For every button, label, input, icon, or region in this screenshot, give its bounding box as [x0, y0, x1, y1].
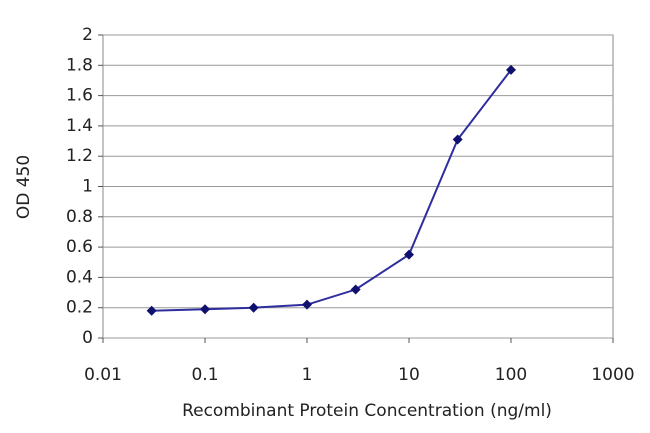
y-tick-label: 2	[82, 25, 93, 45]
y-tick-label: 0.4	[66, 267, 93, 287]
x-tick-label: 0.1	[191, 365, 218, 385]
x-tick-label: 10	[398, 365, 420, 385]
x-tick-label: 1	[302, 365, 313, 385]
x-tick-label: 0.01	[84, 365, 122, 385]
data-point	[452, 134, 463, 145]
x-tick-label: 100	[495, 365, 527, 385]
y-tick-label: 0	[82, 328, 93, 348]
y-tick-label: 0.2	[66, 298, 93, 318]
y-axis-label: OD 450	[14, 155, 34, 219]
y-tick-label: 1.6	[66, 86, 93, 106]
data-point	[200, 304, 210, 315]
data-point	[146, 305, 157, 316]
x-axis-label: Recombinant Protein Concentration (ng/ml…	[182, 401, 552, 421]
y-tick-label: 0.8	[66, 207, 93, 227]
y-tick-label: 1	[82, 177, 93, 197]
data-point	[506, 64, 516, 75]
data-point	[302, 299, 312, 310]
data-point	[404, 249, 414, 260]
y-tick-label: 1.4	[66, 116, 93, 136]
data-point	[248, 302, 259, 313]
y-tick-label: 0.6	[66, 237, 93, 257]
x-tick-label: 1000	[591, 365, 634, 385]
y-tick-label: 1.2	[66, 146, 93, 166]
data-line	[151, 69, 512, 312]
y-tick-label: 1.8	[66, 55, 93, 75]
data-point	[350, 284, 361, 295]
